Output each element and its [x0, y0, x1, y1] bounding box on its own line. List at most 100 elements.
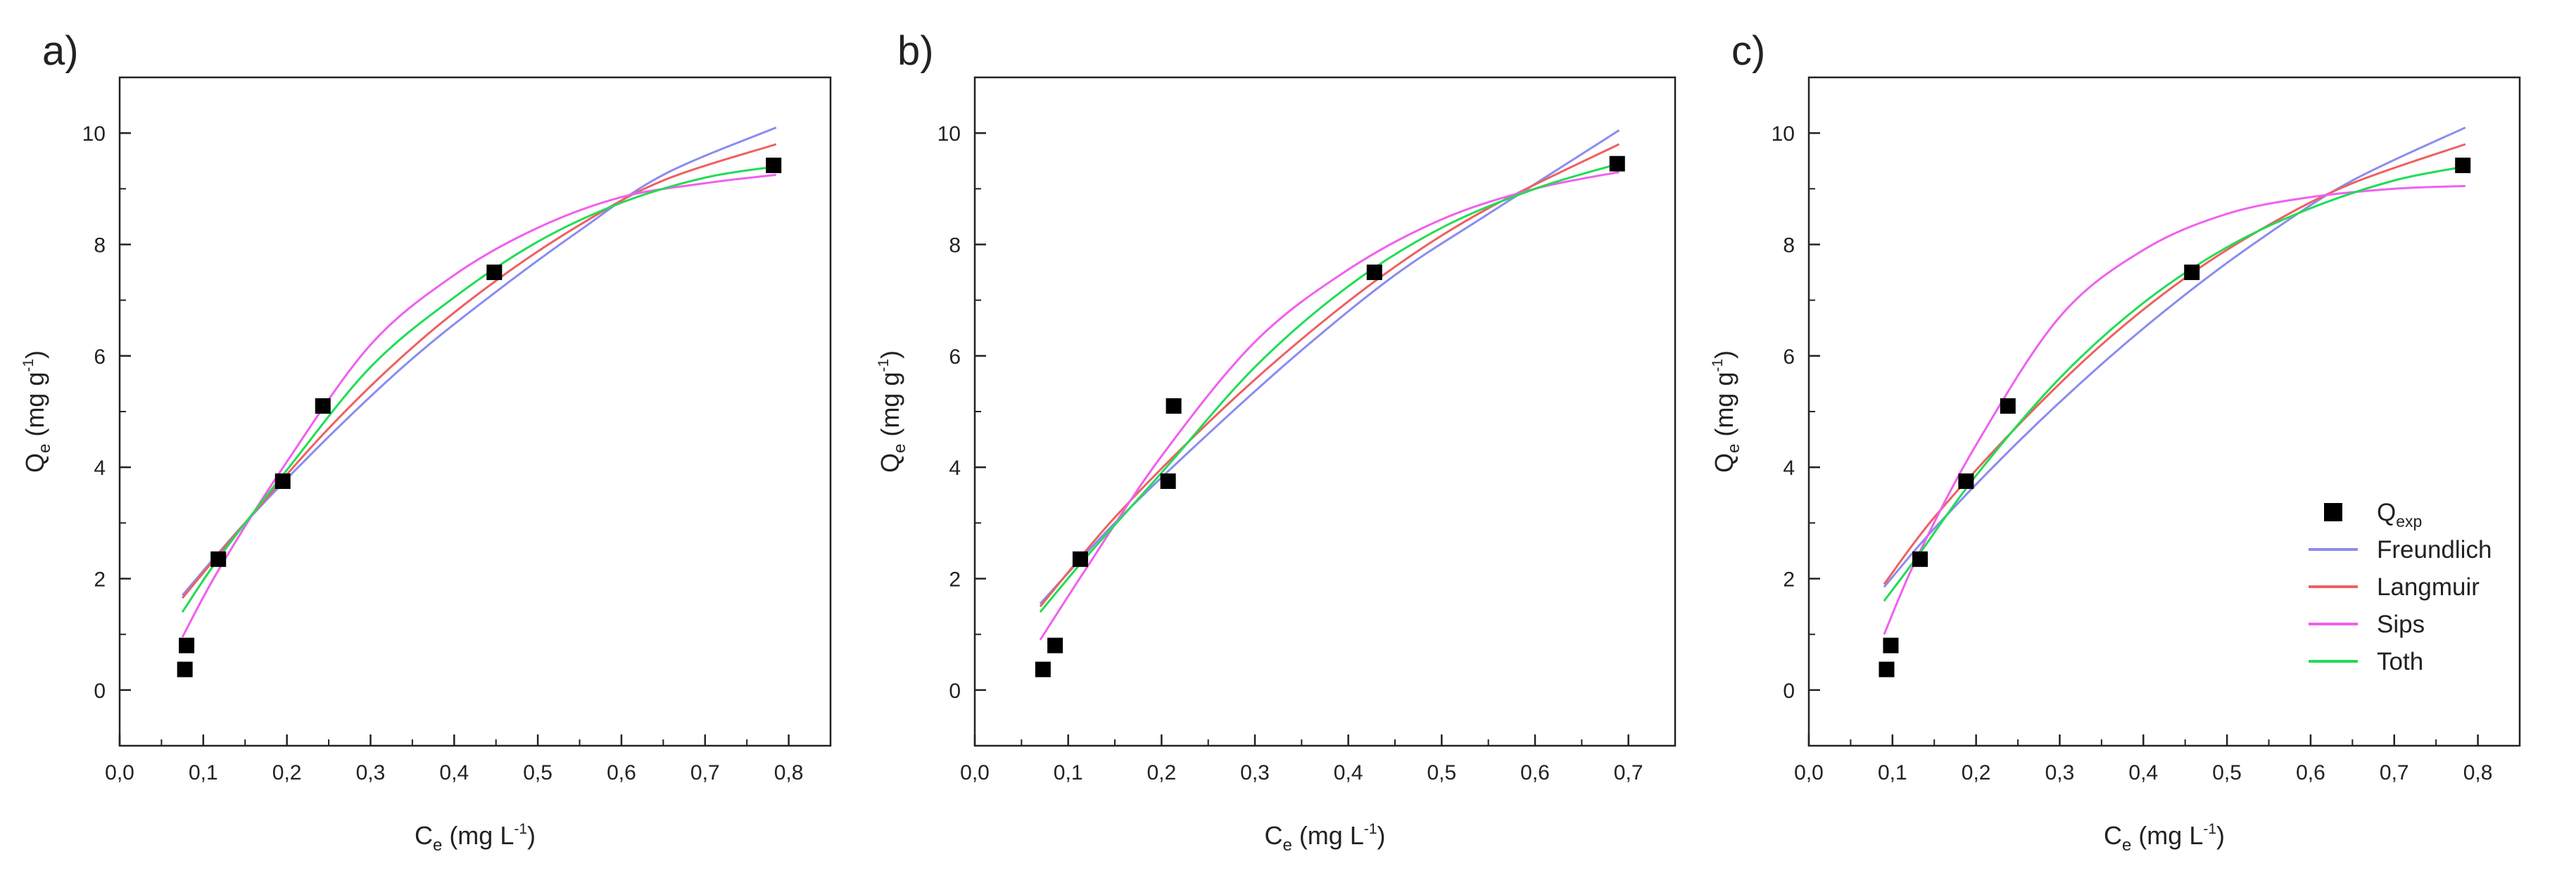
y-axis-title-sub: e [890, 444, 909, 453]
x-axis-title-unit: (mg L [2131, 821, 2203, 850]
x-tick-label: 0,2 [1962, 761, 1991, 784]
x-axis-title-sup: -1 [514, 821, 527, 837]
y-tick-label: 4 [94, 457, 106, 480]
y-axis-title-main: Q [1710, 453, 1738, 473]
panels: a) 0,0 0,1 0,2 0,3 0,4 0,5 0,6 0,7 0,8 0 2 4 6 8 10 Ce (… [20, 28, 2521, 855]
x-axis-title-sup: -1 [2203, 821, 2216, 837]
data-point-qexp [486, 265, 503, 281]
data-point-qexp [1958, 473, 1974, 489]
legend-label-freundlich: Freundlich [2377, 536, 2492, 564]
series-line-langmuir [1883, 143, 2466, 585]
legend-marker-qexp [2324, 503, 2342, 521]
series-line-toth [1883, 165, 2466, 602]
y-tick-label: 10 [82, 122, 106, 146]
y-axis-title: Qe (mg g-1) [1710, 350, 1743, 473]
data-point-qexp [177, 661, 193, 677]
series-line-freundlich [1883, 126, 2466, 588]
x-axis-title-unit: (mg L [442, 821, 514, 850]
x-tick-label: 0,0 [105, 761, 134, 784]
x-axis-title-close: ) [2216, 821, 2225, 850]
data-point-qexp [1609, 155, 1625, 172]
data-point-qexp [2184, 265, 2200, 281]
x-tick-label: 0,3 [1240, 761, 1270, 784]
y-tick-label: 4 [949, 457, 961, 480]
x-tick-label: 0,4 [2128, 761, 2158, 784]
x-axis-title-sub: e [1282, 836, 1292, 855]
y-axis-title-close: ) [1710, 350, 1738, 359]
y-tick-label: 0 [94, 680, 106, 703]
data-point-qexp [179, 637, 195, 654]
x-tick-label: 0,4 [1334, 761, 1363, 784]
x-axis-title-sub: e [433, 836, 442, 855]
series-line-sips [1039, 171, 1620, 641]
data-point-qexp [2455, 158, 2471, 174]
x-axis-title: Ce (mg L-1) [2104, 821, 2225, 855]
legend-label-toth: Toth [2377, 648, 2423, 675]
x-tick-label: 0,8 [774, 761, 804, 784]
y-axis-title-sup: -1 [20, 359, 37, 372]
data-point-qexp [1072, 551, 1088, 567]
chart-panel-a: a) 0,0 0,1 0,2 0,3 0,4 0,5 0,6 0,7 0,8 0 2 4 6 8 10 Ce (… [20, 28, 832, 855]
x-tick-label: 0,1 [189, 761, 218, 784]
y-axis-title-sup: -1 [876, 359, 892, 372]
x-axis-title-close: ) [1377, 821, 1386, 850]
x-tick-label: 0,8 [2463, 761, 2493, 784]
y-axis-title-sub: e [35, 444, 54, 453]
y-tick-label: 8 [949, 234, 961, 257]
x-axis-title-main: C [2104, 821, 2122, 850]
y-tick-label: 6 [949, 345, 961, 369]
data-point-qexp [2000, 398, 2016, 414]
data-point-qexp [1160, 473, 1176, 489]
y-tick-label: 0 [949, 680, 961, 703]
y-axis-title-main: Q [20, 453, 49, 473]
data-point-qexp [1883, 637, 1899, 654]
x-tick-label: 0,3 [2045, 761, 2075, 784]
data-point-qexp [315, 398, 331, 414]
x-tick-label: 0,0 [1794, 761, 1824, 784]
y-tick-label: 6 [94, 345, 106, 369]
data-point-qexp [210, 551, 227, 567]
data-point-qexp [1912, 551, 1928, 567]
series-line-toth [181, 165, 777, 613]
x-axis-title-sub: e [2122, 836, 2131, 855]
chart-panel-c: c) 0,0 0,1 0,2 0,3 0,4 0,5 0,6 0,7 0,8 0 2 4 6 8 10 Ce (… [1710, 28, 2521, 855]
y-axis-title-sub: e [1724, 444, 1743, 453]
legend-label-langmuir: Langmuir [2377, 573, 2480, 601]
x-axis-title: Ce (mg L-1) [1264, 821, 1385, 855]
y-axis-title: Qe (mg g-1) [20, 350, 54, 473]
y-axis-title-main: Q [876, 453, 904, 473]
data-point-qexp [274, 473, 291, 489]
y-axis-title-unit: (mg g [876, 372, 904, 444]
y-tick-label: 10 [937, 122, 961, 146]
y-tick-label: 0 [1783, 680, 1795, 703]
y-tick-label: 8 [94, 234, 106, 257]
y-tick-label: 4 [1783, 457, 1795, 480]
legend-label-sub: exp [2396, 512, 2422, 530]
y-tick-label: 2 [94, 568, 106, 592]
x-axis-title-close: ) [527, 821, 536, 850]
x-axis-title-main: C [415, 821, 433, 850]
y-axis-title-unit: (mg g [1710, 372, 1738, 444]
x-tick-label: 0,7 [1614, 761, 1643, 784]
x-tick-label: 0,0 [960, 761, 990, 784]
x-axis-title-sup: -1 [1364, 821, 1377, 837]
x-tick-label: 0,3 [356, 761, 386, 784]
y-axis-title-sup: -1 [1710, 359, 1726, 372]
y-tick-label: 10 [1772, 122, 1795, 146]
x-tick-label: 0,1 [1878, 761, 1907, 784]
x-axis-title-unit: (mg L [1292, 821, 1364, 850]
y-tick-label: 8 [1783, 234, 1795, 257]
x-tick-label: 0,2 [272, 761, 302, 784]
legend-label-main: Q [2377, 499, 2396, 526]
data-point-qexp [766, 158, 782, 174]
x-tick-label: 0,5 [1427, 761, 1456, 784]
panel-label: c) [1731, 28, 1765, 74]
legend: Qexp Freundlich Langmuir Sips Toth [2309, 499, 2492, 675]
panel-label: a) [42, 28, 79, 74]
y-tick-label: 6 [1783, 345, 1795, 369]
y-axis-title-unit: (mg g [20, 372, 49, 444]
x-tick-label: 0,5 [523, 761, 553, 784]
x-axis-title: Ce (mg L-1) [415, 821, 536, 855]
y-tick-label: 2 [1783, 568, 1795, 592]
